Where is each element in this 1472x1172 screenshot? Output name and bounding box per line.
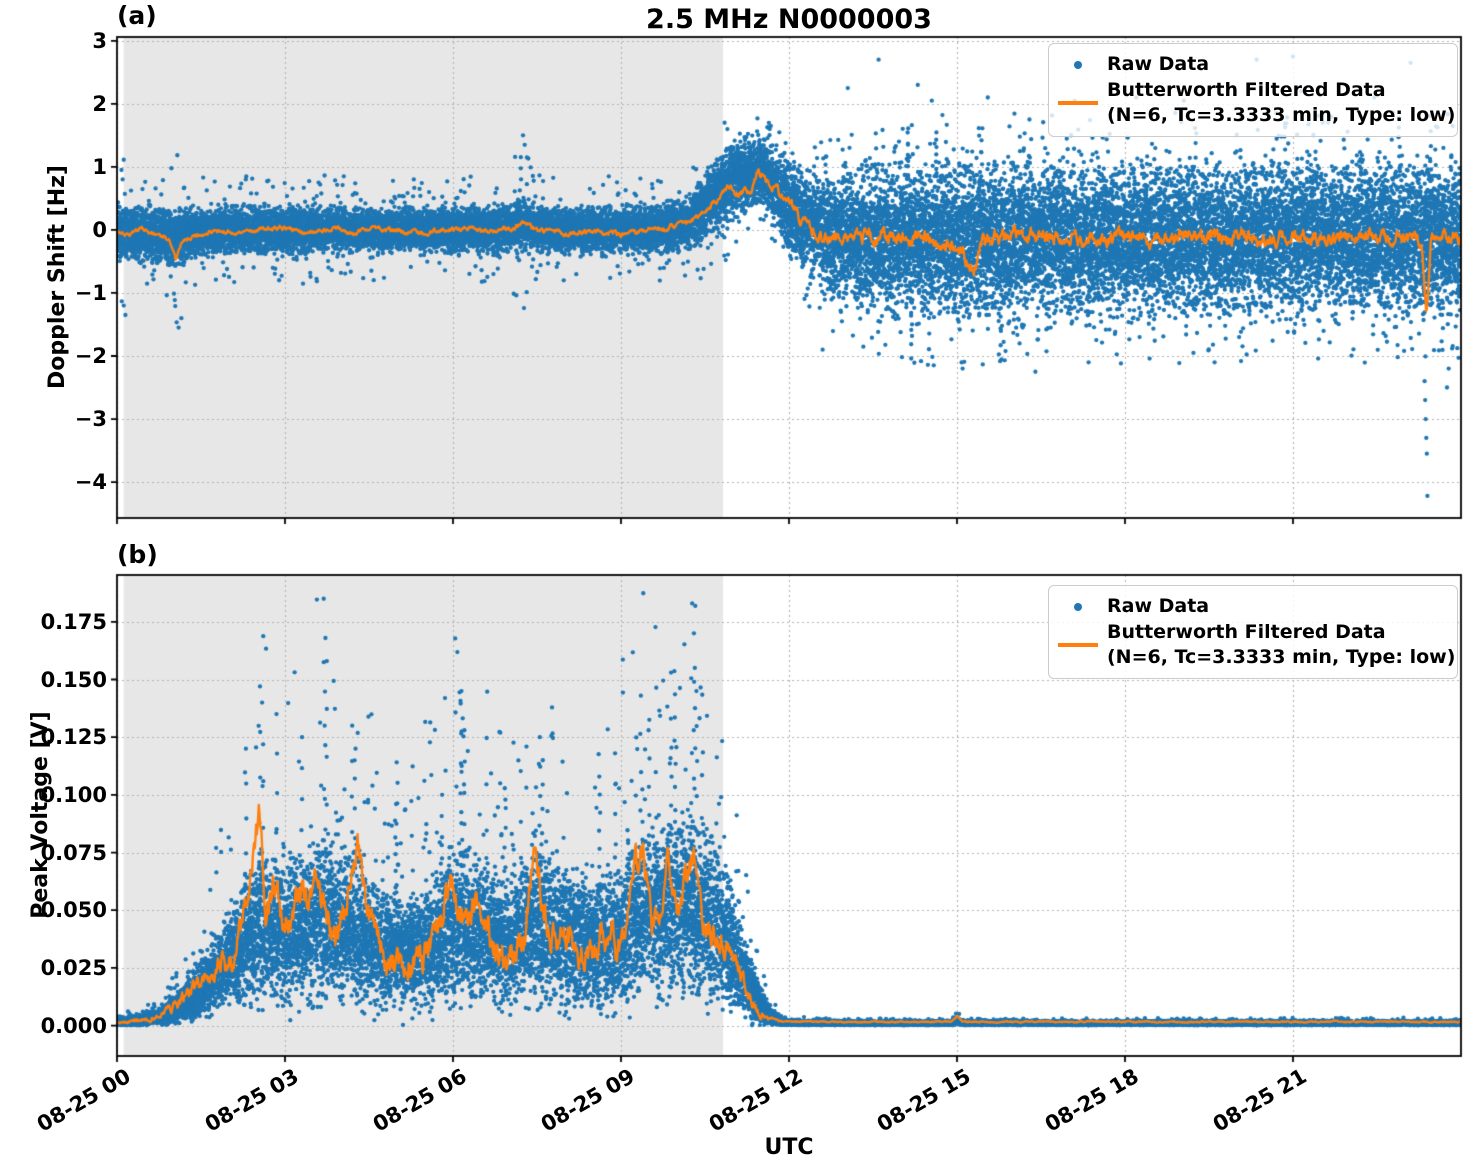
y-tick-label: 1 xyxy=(92,154,107,179)
legend-filtered-line1: Butterworth Filtered Data xyxy=(1107,621,1386,643)
y-tick-label: −3 xyxy=(74,407,107,432)
filtered-line-marker-icon xyxy=(1049,101,1107,105)
legend-panel-b: Raw Data Butterworth Filtered Data (N=6,… xyxy=(1048,585,1458,679)
y-tick-label: −2 xyxy=(74,343,107,368)
legend-filtered-label: Butterworth Filtered Data (N=6, Tc=3.333… xyxy=(1107,620,1455,670)
raw-data-marker-icon xyxy=(1049,60,1107,69)
y-tick-label: −1 xyxy=(74,280,107,305)
filtered-line-marker-icon xyxy=(1049,643,1107,647)
legend-entry-filtered: Butterworth Filtered Data (N=6, Tc=3.333… xyxy=(1049,78,1455,128)
y-tick-label: 0.075 xyxy=(40,840,107,865)
legend-raw-label: Raw Data xyxy=(1107,595,1210,617)
y-tick-label: 0.125 xyxy=(40,725,107,750)
y-tick-label: 0.100 xyxy=(40,782,107,807)
legend-panel-a: Raw Data Butterworth Filtered Data (N=6,… xyxy=(1048,43,1458,137)
panel-a-label: (a) xyxy=(117,1,157,30)
legend-entry-raw: Raw Data xyxy=(1049,52,1451,77)
y-tick-label: −4 xyxy=(74,470,107,495)
y-tick-label: 0 xyxy=(92,217,107,242)
y-tick-label: 0.000 xyxy=(40,1013,107,1038)
y-tick-label: 0.150 xyxy=(40,667,107,692)
y-tick-label: 0.175 xyxy=(40,609,107,634)
legend-entry-filtered: Butterworth Filtered Data (N=6, Tc=3.333… xyxy=(1049,620,1455,670)
legend-filtered-label: Butterworth Filtered Data (N=6, Tc=3.333… xyxy=(1107,78,1455,128)
y-tick-label: 0.025 xyxy=(40,955,107,980)
legend-filtered-line2: (N=6, Tc=3.3333 min, Type: low) xyxy=(1107,104,1456,126)
y-tick-label: 0.050 xyxy=(40,898,107,923)
chart-title: 2.5 MHz N0000003 xyxy=(646,4,932,35)
legend-filtered-line2: (N=6, Tc=3.3333 min, Type: low) xyxy=(1107,646,1456,668)
y-tick-label: 3 xyxy=(92,28,107,53)
legend-entry-raw: Raw Data xyxy=(1049,594,1451,619)
y-tick-label: 2 xyxy=(92,91,107,116)
legend-filtered-line1: Butterworth Filtered Data xyxy=(1107,79,1386,101)
x-axis-label: UTC xyxy=(764,1135,814,1160)
panel-b-label: (b) xyxy=(117,540,158,569)
legend-raw-label: Raw Data xyxy=(1107,53,1210,75)
raw-data-marker-icon xyxy=(1049,602,1107,611)
